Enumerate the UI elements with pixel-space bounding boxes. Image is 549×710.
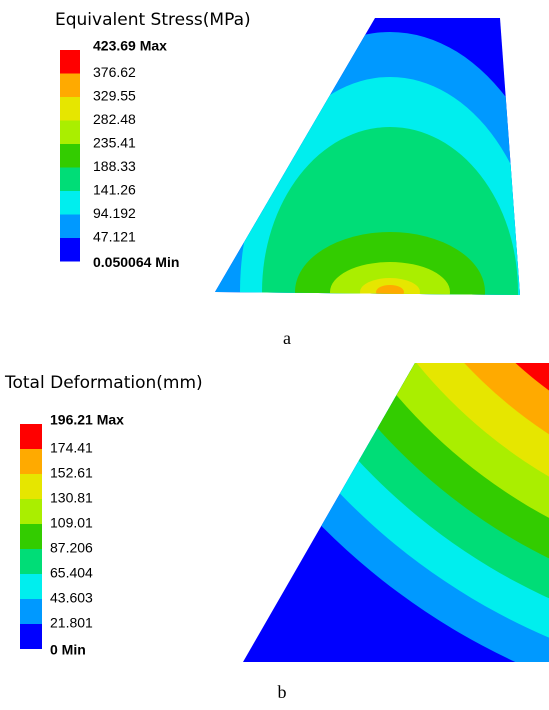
legend-label: 196.21 Max — [50, 412, 124, 428]
legend-label: 43.603 — [50, 590, 93, 606]
figure: Equivalent Stress(MPa) Total Deformation… — [0, 0, 549, 710]
legend-swatch — [20, 524, 42, 549]
legend-label: 47.121 — [93, 229, 136, 245]
legend-swatch — [20, 449, 42, 474]
legend-swatch — [20, 549, 42, 574]
legend-label: 174.41 — [50, 440, 93, 456]
legend-swatch — [60, 121, 80, 145]
legend-swatch — [20, 499, 42, 524]
panel-title: Equivalent Stress(MPa) — [55, 10, 251, 30]
legend-swatch — [20, 474, 42, 499]
legend-label: 188.33 — [93, 158, 136, 174]
legend-label: 65.404 — [50, 565, 93, 581]
legend-label: 109.01 — [50, 515, 93, 531]
legend-swatch — [60, 238, 80, 262]
legend-label: 0 Min — [50, 642, 86, 658]
legend-swatch — [20, 624, 42, 649]
legend-label: 94.192 — [93, 205, 136, 221]
legend-label: 329.55 — [93, 88, 136, 104]
legend-label: 282.48 — [93, 111, 136, 127]
legend-label: 423.69 Max — [93, 38, 167, 54]
legend-swatch — [60, 144, 80, 168]
legend-swatch — [20, 574, 42, 599]
legend-label: 152.61 — [50, 465, 93, 481]
legend-label: 130.81 — [50, 490, 93, 506]
legend-label: 87.206 — [50, 540, 93, 556]
legend-swatch — [60, 74, 80, 98]
legend-swatch — [60, 50, 80, 74]
legend-swatch — [60, 168, 80, 192]
caption: a — [283, 328, 291, 348]
caption: b — [278, 682, 287, 702]
legend-swatch — [20, 599, 42, 624]
legend-label: 235.41 — [93, 135, 136, 151]
contour-region — [376, 285, 404, 299]
legend-swatch — [60, 97, 80, 121]
legend-swatch — [60, 215, 80, 239]
legend-label: 21.801 — [50, 615, 93, 631]
legend-swatch — [20, 424, 42, 449]
panel-title: Total Deformation(mm) — [4, 373, 203, 393]
legend-label: 376.62 — [93, 64, 136, 80]
legend-swatch — [60, 191, 80, 215]
legend-label: 141.26 — [93, 182, 136, 198]
legend-label: 0.050064 Min — [93, 254, 179, 270]
